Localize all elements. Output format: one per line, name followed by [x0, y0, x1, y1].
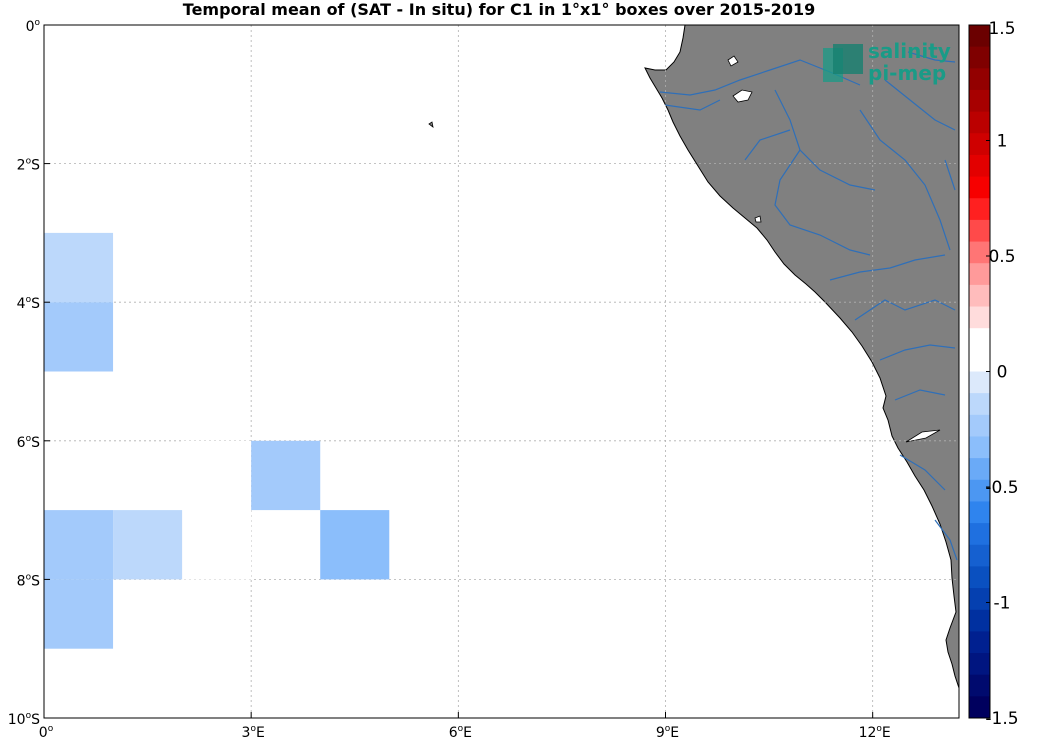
colorbar-segment: [969, 609, 990, 632]
colorbar-segment: [969, 349, 990, 372]
land-mass: [644, 25, 959, 689]
colorbar-segment: [969, 198, 990, 221]
heatmap-cell: [44, 579, 114, 649]
x-tick-label: 12oE: [859, 724, 891, 740]
colorbar-tick-label: 0.5: [988, 247, 1015, 267]
colorbar-segment: [969, 89, 990, 113]
x-axis: 0o 3oE 6oE 9oE 12oE: [39, 712, 891, 740]
colorbar-ticks: 1.5 1 0.5 0 -0.5 -1 -1.5: [985, 19, 1018, 729]
colorbar-segment: [969, 631, 990, 654]
colorbar-segment: [969, 501, 990, 524]
y-tick-label: 6oS: [17, 434, 40, 451]
logo-text-line1: salinity: [868, 39, 951, 63]
y-tick-label: 10oS: [8, 711, 40, 728]
lake: [727, 55, 739, 67]
colorbar-segment: [969, 68, 990, 91]
colorbar-segment: [969, 436, 990, 459]
plot-frame: [43, 24, 960, 719]
y-tick-label: 0o: [26, 18, 41, 35]
heatmap-cell: [182, 440, 252, 511]
colorbar-tick-label: -0.5: [985, 478, 1018, 498]
colorbar-segment: [969, 588, 990, 611]
lake: [905, 429, 941, 443]
heatmap-cell: [182, 510, 252, 580]
x-tick-label: 9oE: [656, 724, 679, 740]
colorbar-segment: [969, 566, 990, 589]
colorbar-tick-label: -1: [994, 594, 1011, 614]
map-title: Temporal mean of (SAT - In situ) for C1 …: [183, 0, 815, 19]
logo-text-line2: pi-mep: [868, 61, 946, 85]
colorbar-segment: [969, 653, 990, 676]
colorbar-segment: [969, 176, 990, 199]
colorbar-segment: [969, 371, 990, 394]
x-tick-label: 3oE: [242, 724, 265, 740]
y-tick-label: 4oS: [17, 295, 40, 312]
colorbar-segment: [969, 393, 990, 416]
colorbar-tick-label: 1: [997, 132, 1008, 152]
heatmap-cell: [44, 510, 114, 580]
colorbar-segment: [969, 263, 990, 286]
colorbar-segment: [969, 696, 990, 719]
colorbar-segment: [969, 328, 990, 351]
heatmap-cell: [113, 510, 183, 580]
colorbar-segment: [969, 25, 990, 48]
gridlines: [44, 25, 959, 718]
y-tick-label: 8oS: [17, 572, 40, 589]
colorbar-segment: [969, 46, 990, 69]
x-tick-label: 6oE: [449, 724, 472, 740]
lake: [754, 215, 762, 223]
colorbar-tick-label: 1.5: [988, 19, 1015, 39]
colorbar: [968, 24, 991, 719]
y-axis: 0o 2oS 4oS 6oS 8oS 10oS: [8, 18, 50, 728]
colorbar-segment: [969, 133, 990, 156]
heatmap-cell: [44, 232, 114, 303]
colorbar-segment: [969, 523, 990, 546]
colorbar-tick-label: -1.5: [985, 709, 1018, 729]
colorbar-segment: [969, 154, 990, 178]
lake: [732, 89, 753, 103]
colorbar-segment: [969, 479, 990, 502]
colorbar-segment: [969, 458, 990, 481]
heatmap-cell: [44, 302, 114, 372]
colorbar-segment: [969, 674, 990, 697]
logo: salinity pi-mep: [823, 39, 951, 85]
colorbar-segment: [969, 306, 990, 329]
rivers: [659, 51, 958, 561]
islet: [428, 121, 434, 128]
colorbar-segment: [969, 111, 990, 134]
logo-mark: [833, 44, 863, 74]
colorbar-segment: [969, 414, 990, 437]
colorbar-segment: [969, 241, 990, 264]
y-tick-label: 2oS: [17, 157, 40, 174]
x-tick-label: 0o: [39, 724, 54, 740]
colorbar-segment: [969, 219, 990, 243]
colorbar-segment: [969, 544, 990, 567]
colorbar-tick-label: 0: [997, 363, 1008, 383]
heatmap-cells: [44, 232, 390, 649]
heatmap-cell: [251, 440, 321, 511]
heatmap-cell: [320, 510, 390, 580]
colorbar-segment: [969, 284, 990, 308]
